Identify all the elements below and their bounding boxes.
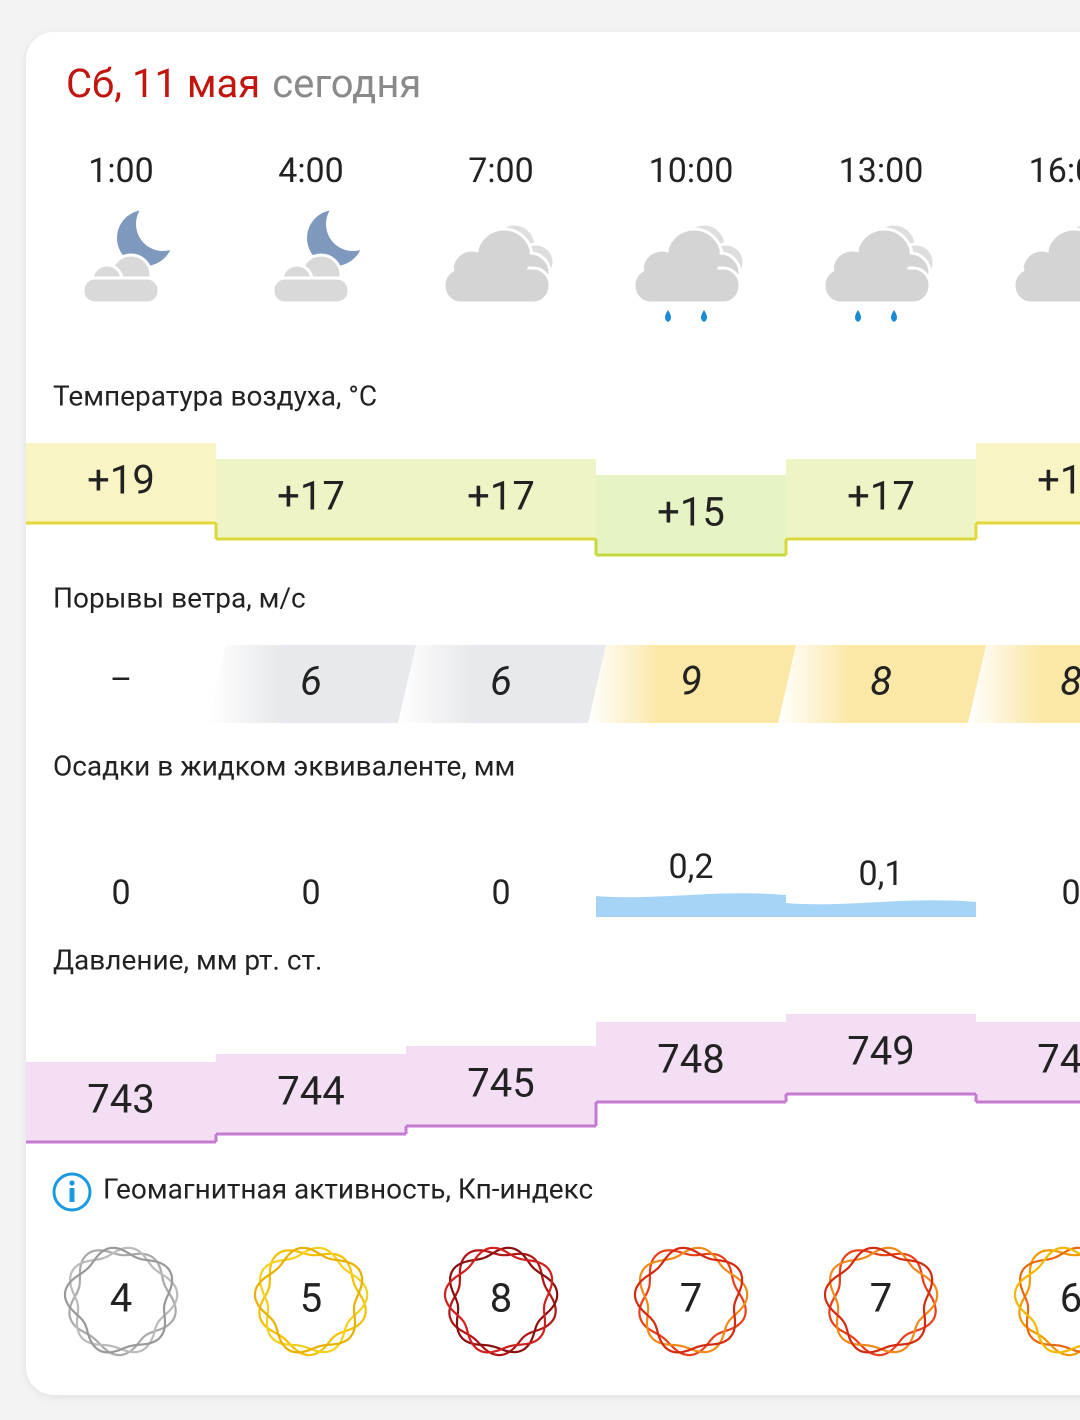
temperature-value: +19 <box>1037 457 1080 504</box>
gust-missing: – <box>110 660 132 700</box>
kp-ring <box>443 1246 559 1357</box>
pressure-value: 749 <box>847 1028 914 1075</box>
header: Сб, 11 мая сегодня <box>66 60 421 107</box>
kp-ring-line <box>638 1249 747 1357</box>
kp-ring <box>63 1246 179 1357</box>
precipitation-wave <box>596 893 786 917</box>
kp-value: 4 <box>110 1275 132 1322</box>
gust-bar <box>208 645 416 723</box>
gust-bar <box>588 645 796 723</box>
gust-value: 8 <box>870 658 892 705</box>
kp-ring-line <box>258 1246 369 1354</box>
kp-ring-line <box>443 1246 554 1354</box>
kp-ring-line <box>68 1249 177 1357</box>
kp-value: 7 <box>870 1275 892 1322</box>
pressure-bar <box>26 1062 216 1142</box>
gust-value: 6 <box>300 658 322 705</box>
gust-bar <box>398 645 606 723</box>
pressure-value: 748 <box>657 1036 724 1083</box>
kp-value: 5 <box>300 1275 322 1322</box>
temperature-bar <box>786 459 976 539</box>
section-label: Осадки в жидком эквиваленте, мм <box>53 749 515 782</box>
kp-value: 8 <box>490 1275 512 1322</box>
kp-ring-line <box>253 1246 364 1354</box>
kp-ring-line <box>258 1249 367 1357</box>
kp-value: 6 <box>1060 1275 1080 1322</box>
pressure-bar <box>406 1046 596 1126</box>
pressure-value: 744 <box>277 1068 344 1115</box>
kp-ring-line <box>633 1246 744 1354</box>
temperature-value: +17 <box>467 473 535 520</box>
kp-ring <box>1013 1246 1080 1357</box>
precipitation-value: 0 <box>491 873 510 913</box>
info-icon[interactable] <box>52 1172 92 1212</box>
pressure-value: 745 <box>467 1060 534 1107</box>
kp-ring-line <box>638 1246 749 1354</box>
temperature-value: +15 <box>657 489 725 536</box>
precipitation-value: 0 <box>301 873 320 913</box>
pressure-bar <box>596 1022 786 1102</box>
time-label: 16:00 <box>1029 151 1080 191</box>
temperature-bar <box>406 459 596 539</box>
kp-ring-line <box>63 1246 174 1354</box>
gust-value: 6 <box>490 658 512 705</box>
pressure-value: 748 <box>1037 1036 1080 1083</box>
precipitation-value: 0,2 <box>669 847 714 887</box>
kp-value: 7 <box>680 1275 702 1322</box>
gust-value: 9 <box>680 658 702 705</box>
section-label: Давление, мм рт. ст. <box>53 943 322 976</box>
gust-bar <box>778 645 986 723</box>
kp-ring-line <box>68 1246 179 1354</box>
precipitation-value: 0 <box>1061 873 1080 913</box>
kp-ring <box>823 1246 939 1357</box>
precipitation-value: 0,1 <box>859 854 904 894</box>
time-label: 4:00 <box>278 151 344 191</box>
date: Сб, 11 мая <box>66 60 260 107</box>
gust-value: 8 <box>1060 658 1080 705</box>
time-label: 1:00 <box>88 151 154 191</box>
time-label: 13:00 <box>839 151 924 191</box>
pressure-bar <box>786 1014 976 1094</box>
kp-ring-line <box>823 1246 934 1354</box>
temperature-bar <box>216 459 406 539</box>
pressure-bar <box>976 1022 1080 1102</box>
temperature-bar <box>976 443 1080 523</box>
kp-ring <box>633 1246 749 1357</box>
section-label: Геомагнитная активность, Кп-индекс <box>103 1172 593 1205</box>
kp-ring-line <box>448 1246 559 1354</box>
today: сегодня <box>272 60 421 107</box>
time-label: 7:00 <box>468 151 534 191</box>
kp-ring-line <box>1018 1246 1080 1353</box>
kp-ring-line <box>448 1249 557 1357</box>
kp-ring-line <box>828 1246 939 1354</box>
gust-bar <box>968 645 1080 723</box>
temperature-bar <box>596 475 786 555</box>
section-label: Температура воздуха, °C <box>53 379 377 412</box>
pressure-value: 743 <box>87 1076 154 1123</box>
temperature-value: +17 <box>847 473 915 520</box>
kp-ring-line <box>1018 1249 1080 1357</box>
pressure-bar <box>216 1054 406 1134</box>
kp-ring <box>253 1246 369 1357</box>
temperature-bar <box>26 443 216 523</box>
temperature-value: +17 <box>277 473 345 520</box>
kp-ring-line <box>828 1249 937 1357</box>
temperature-value: +19 <box>87 457 155 504</box>
precipitation-wave <box>786 900 976 917</box>
precipitation-value: 0 <box>111 873 130 913</box>
time-label: 10:00 <box>649 151 734 191</box>
section-label: Порывы ветра, м/с <box>53 581 306 614</box>
kp-ring-line <box>1013 1246 1080 1354</box>
